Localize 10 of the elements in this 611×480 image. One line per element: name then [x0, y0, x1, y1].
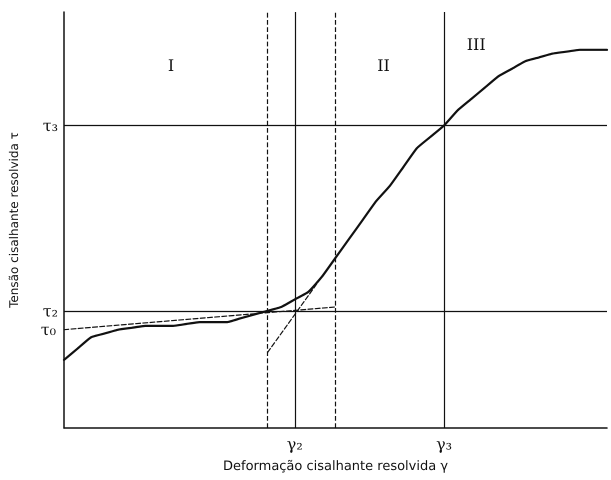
- y-axis-title: Tensão cisalhante resolvida τ: [7, 132, 21, 309]
- x-tick-label: γ₃: [436, 434, 452, 454]
- text: τ₀: [40, 320, 56, 340]
- x-axis-title: Deformação cisalhante resolvida γ: [222, 459, 448, 474]
- x-tick-label: γ₂: [286, 434, 303, 454]
- annotation: III: [466, 34, 486, 54]
- ref-line-label: τ₂: [42, 301, 58, 320]
- annotation: II: [377, 56, 390, 75]
- annotation: I: [168, 56, 174, 75]
- ref-line-label: τ₃: [42, 116, 58, 135]
